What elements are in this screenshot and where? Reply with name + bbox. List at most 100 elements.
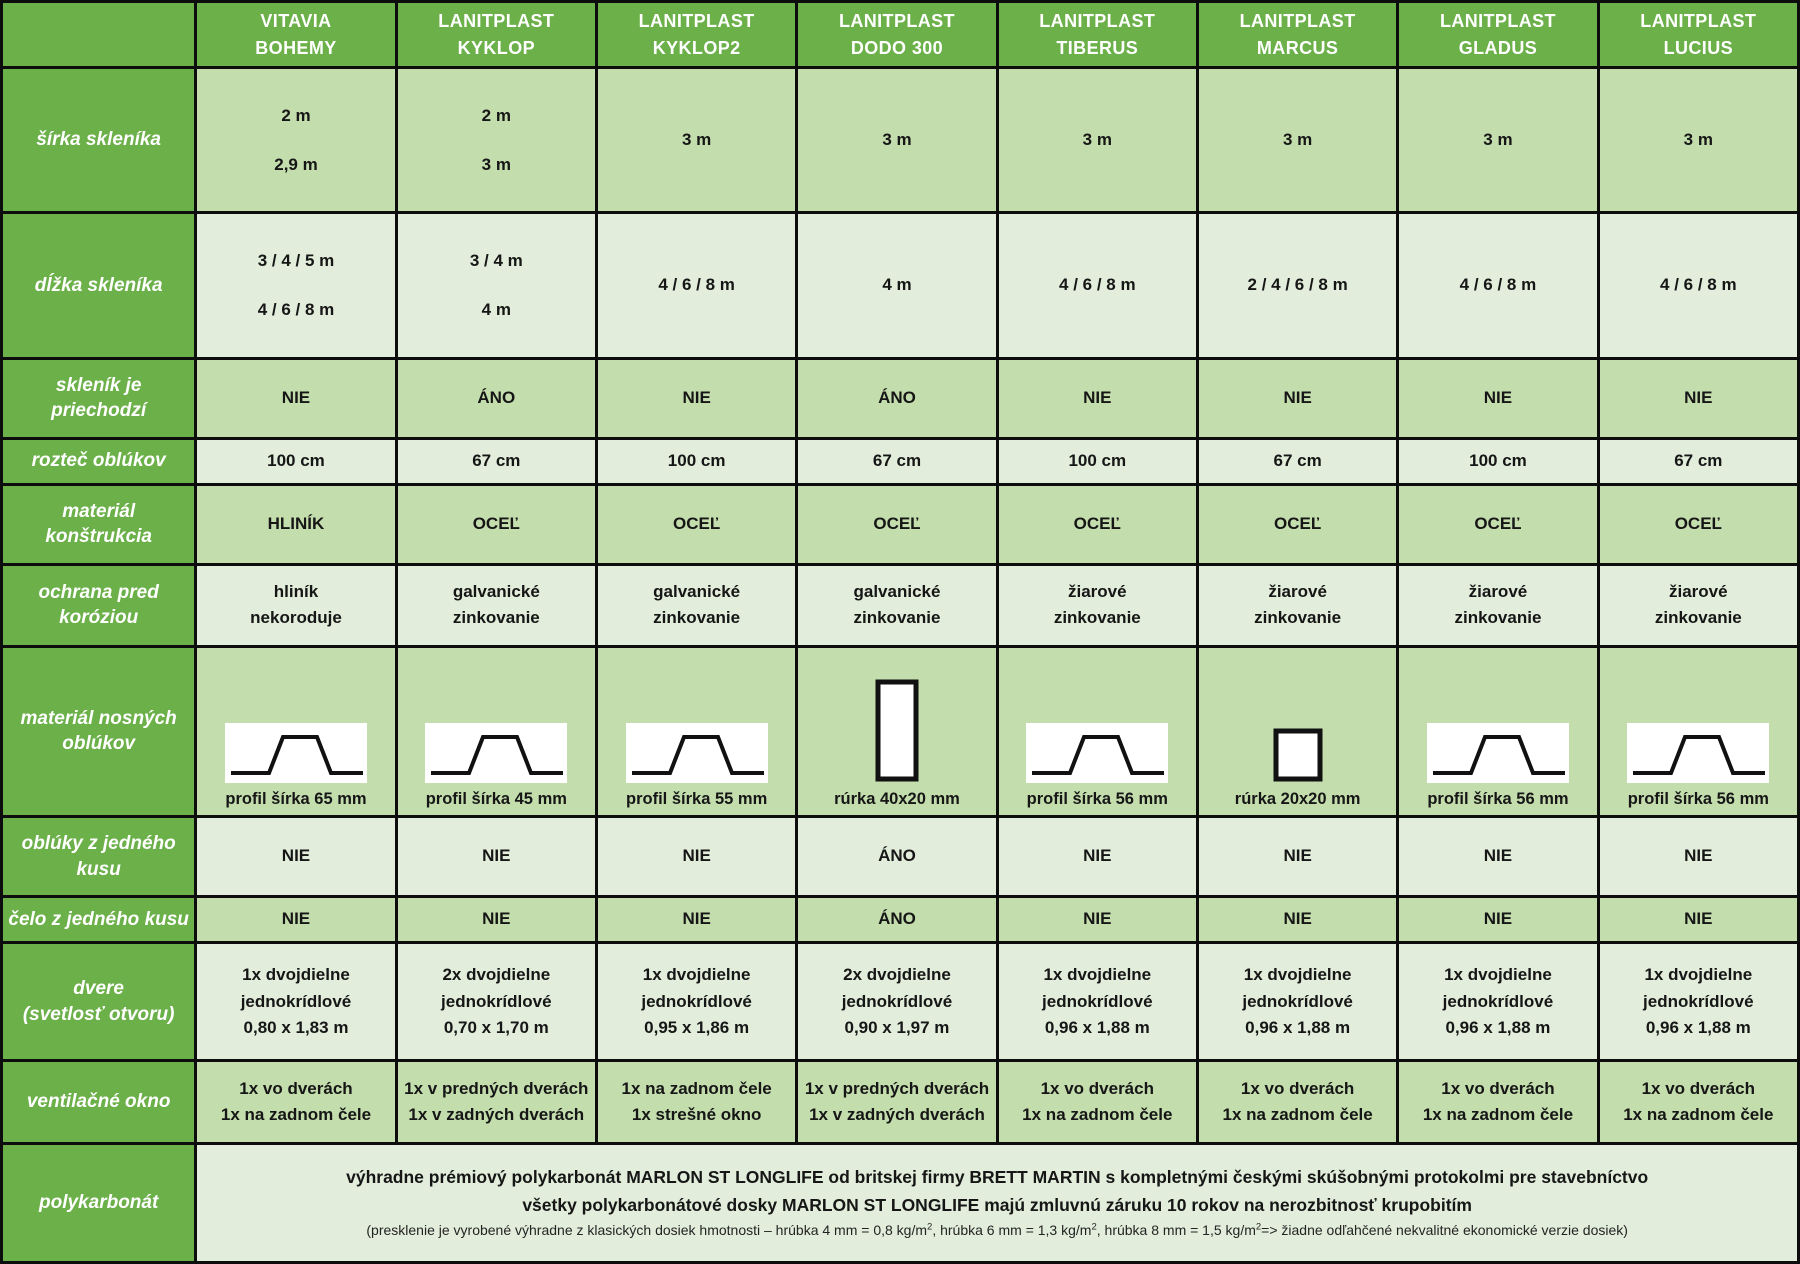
- polycarbonate-fragment: , hrúbka 8 mm = 1,5 kg/m: [1096, 1221, 1256, 1238]
- profile-wrapper: profil šírka 55 mm: [602, 650, 791, 813]
- data-cell: NIE: [594, 814, 799, 899]
- cell-line: 0,96 x 1,88 m: [1645, 1017, 1751, 1037]
- cell-line: 4 / 6 / 8 m: [257, 300, 335, 320]
- cell-line: 1x dvojdielne: [1243, 965, 1352, 985]
- cell-line: NIE: [1283, 846, 1312, 866]
- data-cell: NIE: [1596, 356, 1800, 440]
- table-row: rozteč oblúkov 100 cm 67 cm 100 cm 67 cm 100 …: [0, 436, 1800, 486]
- cell-line: 67 cm: [472, 451, 521, 471]
- profile-cell: profil šírka 65 mm: [194, 644, 398, 818]
- cell-line: 4 m: [481, 300, 511, 320]
- row-label-material-nosnych-oblukov: materiál nosných oblúkov: [0, 644, 198, 818]
- column-header-dodo-300: LANITPLAST DODO 300: [795, 0, 999, 69]
- row-label-dlzka-sklenika: dĺžka skleníka: [0, 211, 198, 360]
- data-cell: NIE: [194, 814, 398, 899]
- profile-wrapper: profil šírka 56 mm: [1403, 650, 1592, 813]
- data-cell: OCEĽ: [594, 482, 799, 566]
- data-cell: 1x dvojdielne jednokrídlové 0,96 x 1,88 m: [1396, 940, 1600, 1063]
- tube-profile-icon: [874, 678, 920, 783]
- data-cell: 1x dvojdielne jednokrídlové 0,80 x 1,83 m: [194, 940, 398, 1063]
- table-row: oblúky z jedného kusu NIE NIE NIE ÁNO NIE NIE N…: [0, 814, 1800, 899]
- data-cell: NIE: [594, 356, 799, 440]
- profile-caption: rúrka 40x20 mm: [834, 790, 960, 809]
- table-row: polykarbonát výhradne prémiový polykarbon…: [0, 1141, 1800, 1264]
- data-cell: žiarové zinkovanie: [1596, 562, 1800, 648]
- data-cell: galvanické zinkovanie: [394, 562, 598, 648]
- profile-caption: profil šírka 55 mm: [626, 790, 768, 809]
- trapezoid-profile-icon: [425, 723, 568, 784]
- data-cell: 100 cm: [194, 436, 398, 486]
- data-cell: 1x vo dverách 1x na zadnom čele: [995, 1059, 1199, 1145]
- column-model: KYKLOP: [457, 37, 535, 58]
- data-cell: 3 m: [795, 65, 999, 215]
- data-cell: OCEĽ: [1596, 482, 1800, 566]
- data-cell: 100 cm: [995, 436, 1199, 486]
- cell-line: 3 m: [1082, 129, 1112, 149]
- data-cell: OCEĽ: [394, 482, 598, 566]
- cell-line: NIE: [1083, 387, 1112, 407]
- cell-line: NIE: [1483, 909, 1513, 929]
- cell-line: jednokrídlové: [1042, 991, 1153, 1011]
- cell-line: 3 / 4 m: [469, 251, 523, 271]
- cell-line: NIE: [682, 387, 711, 407]
- data-cell: 2x dvojdielne jednokrídlové 0,90 x 1,97 m: [795, 940, 999, 1063]
- cell-line: 3 m: [1282, 129, 1313, 149]
- table-body: šírka skleníka 2 m 2,9 m 2 m 3 m 3 m 3 m 3 m 3 m…: [0, 65, 1800, 1264]
- cell-line: OCEĽ: [1073, 514, 1121, 534]
- cell-line: 1x vo dverách: [1641, 1078, 1755, 1098]
- data-cell: NIE: [394, 814, 598, 899]
- cell-line: OCEĽ: [472, 514, 520, 534]
- polycarbonate-line-3: (presklenie je vyrobené výhradne z klasi…: [201, 1219, 1793, 1243]
- cell-line: jednokrídlové: [1442, 991, 1554, 1011]
- data-cell: 1x vo dverách 1x na zadnom čele: [1596, 1059, 1800, 1145]
- cell-line: NIE: [1483, 387, 1513, 407]
- row-label-line: rozteč oblúkov: [31, 450, 166, 472]
- data-cell: NIE: [194, 356, 398, 440]
- polycarbonate-fragment: (presklenie je vyrobené výhradne z klasi…: [366, 1221, 928, 1238]
- data-cell: 2 m 3 m: [394, 65, 598, 215]
- row-label-sirka-sklenika: šírka skleníka: [0, 65, 198, 215]
- cell-line: NIE: [1083, 909, 1112, 929]
- data-cell: žiarové zinkovanie: [1195, 562, 1400, 648]
- data-cell: 1x vo dverách 1x na zadnom čele: [194, 1059, 398, 1145]
- data-cell: 1x na zadnom čele 1x strešné okno: [594, 1059, 799, 1145]
- data-cell: 1x v predných dverách 1x v zadných dverác…: [795, 1059, 999, 1145]
- cell-line: 1x vo dverách: [1040, 1078, 1154, 1098]
- column-brand: LANITPLAST: [1640, 11, 1757, 32]
- cell-line: 0,96 x 1,88 m: [1044, 1017, 1150, 1037]
- cell-line: NIE: [281, 387, 311, 407]
- cell-line: 1x dvojdielne: [1444, 965, 1552, 985]
- cell-line: 0,96 x 1,88 m: [1445, 1017, 1551, 1037]
- data-cell: 67 cm: [1596, 436, 1800, 486]
- cell-line: 0,96 x 1,88 m: [1245, 1017, 1351, 1037]
- data-cell: 2 m 2,9 m: [194, 65, 398, 215]
- cell-line: 1x vo dverách: [239, 1078, 353, 1098]
- data-cell: NIE: [995, 356, 1199, 440]
- row-label-sklenik-priechodzi: skleník je priechodzí: [0, 356, 198, 440]
- cell-line: žiarové: [1268, 582, 1327, 602]
- polycarbonate-line-2: všetky polykarbonátové dosky MARLON ST L…: [522, 1194, 1472, 1215]
- data-cell: OCEĽ: [995, 482, 1199, 566]
- profile-caption: profil šírka 56 mm: [1427, 790, 1569, 809]
- column-header-gladus: LANITPLAST GLADUS: [1396, 0, 1600, 69]
- row-label-line: materiál konštrukcia: [45, 500, 152, 548]
- tube-profile-icon: [1272, 727, 1324, 783]
- column-header-kyklop: LANITPLAST KYKLOP: [394, 0, 598, 69]
- profile-wrapper: profil šírka 56 mm: [1003, 650, 1192, 813]
- column-model: TIBERUS: [1056, 37, 1139, 58]
- column-header-marcus: LANITPLAST MARCUS: [1195, 0, 1400, 69]
- data-cell: 1x dvojdielne jednokrídlové 0,96 x 1,88 m: [1596, 940, 1800, 1063]
- header-row: VITAVIA BOHEMY LANITPLAST KYKLOP LANITPLAST K…: [0, 0, 1800, 69]
- profile-caption: profil šírka 45 mm: [425, 790, 567, 809]
- row-label-polykarbonat: polykarbonát: [0, 1141, 198, 1264]
- row-label-ventilacne-okno: ventilačné okno: [0, 1059, 198, 1145]
- cell-line: zinkovanie: [1654, 608, 1742, 628]
- profile-cell: profil šírka 56 mm: [1596, 644, 1800, 818]
- data-cell: 2x dvojdielne jednokrídlové 0,70 x 1,70 m: [394, 940, 598, 1063]
- cell-line: hliník: [273, 582, 319, 602]
- square-unit-exponent: 2: [1255, 1221, 1262, 1233]
- row-label-line: ventilačné okno: [26, 1091, 171, 1113]
- row-label-roztec-oblukov: rozteč oblúkov: [0, 436, 198, 486]
- data-cell: OCEĽ: [795, 482, 999, 566]
